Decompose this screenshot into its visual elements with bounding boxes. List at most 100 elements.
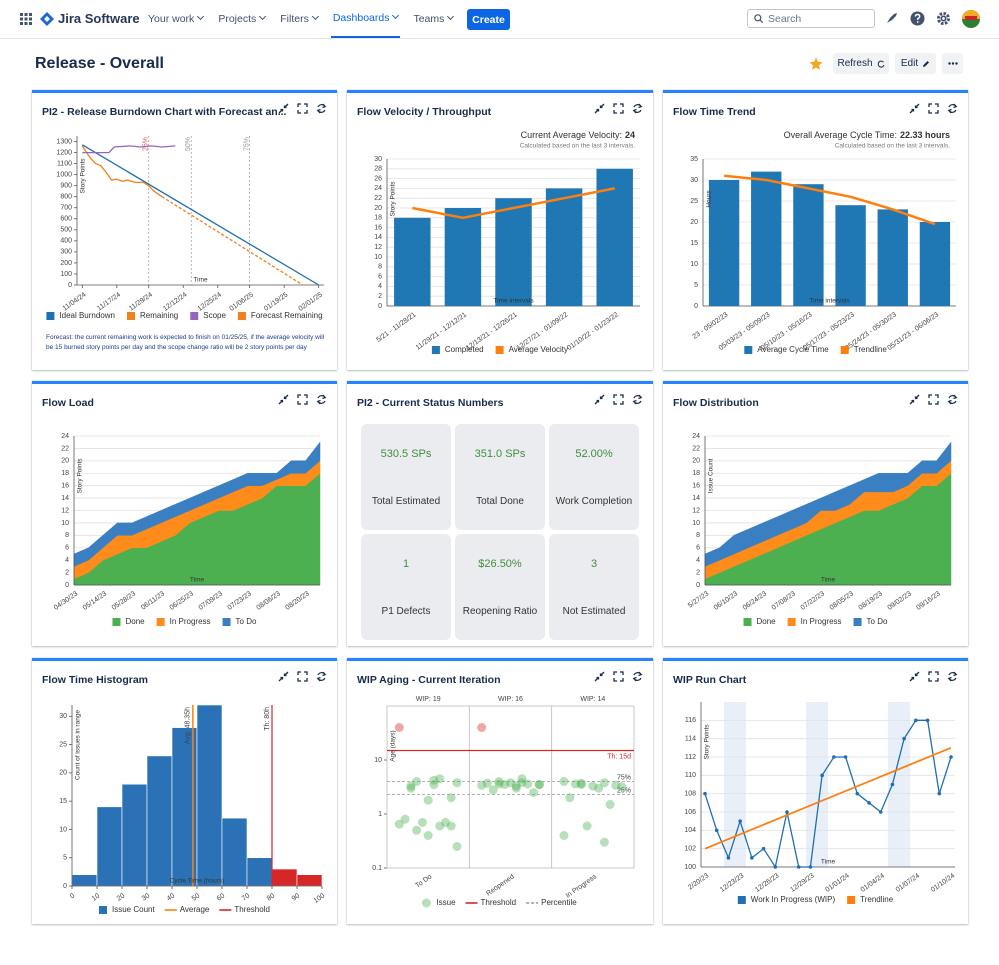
x-tick-label: 12/25/24: [197, 291, 223, 312]
app-switcher[interactable]: [20, 13, 32, 25]
y-tick-label: 10: [374, 254, 382, 261]
top-nav: Jira Software Your work Projects Filters Da…: [0, 0, 999, 39]
series-line: [161, 196, 304, 286]
nav-item[interactable]: Teams: [411, 0, 455, 38]
legend: Done In Progress To Do: [112, 617, 257, 626]
x-tick-label: 0: [69, 892, 76, 900]
minimize-icon[interactable]: [594, 103, 605, 114]
legend-label: Trendline: [860, 895, 894, 904]
x-tick-label: 01/04/24: [860, 872, 886, 893]
legend-label: Forecast Remaining: [251, 311, 323, 320]
y-tick-label: 20: [690, 219, 698, 226]
notifications[interactable]: [885, 11, 899, 25]
y-tick-label: 10: [374, 757, 382, 764]
product-logo[interactable]: Jira Software: [40, 11, 140, 26]
y-tick-label: 10: [692, 520, 700, 527]
x-axis-label: Time: [821, 577, 836, 584]
summary-value: 22.33 hours: [900, 130, 950, 140]
minimize-icon[interactable]: [278, 394, 289, 405]
issue-dot: [605, 800, 615, 809]
issue-dot: [435, 774, 445, 784]
refresh-icon[interactable]: [316, 671, 327, 682]
fullscreen-icon[interactable]: [613, 671, 624, 682]
legend: Average Cycle Time Trendline: [744, 345, 887, 354]
refresh-icon[interactable]: [632, 103, 643, 114]
minimize-icon[interactable]: [594, 394, 605, 405]
nav-item[interactable]: Filters: [278, 0, 320, 38]
fullscreen-icon[interactable]: [928, 671, 939, 682]
refresh-icon[interactable]: [316, 394, 327, 405]
y-tick-label: 300: [60, 249, 72, 256]
stat-card: 1 P1 Defects: [361, 534, 451, 640]
x-tick-label: 11/17/24: [96, 291, 122, 312]
avatar[interactable]: [962, 10, 980, 28]
create-button[interactable]: Create: [467, 9, 510, 30]
issue-dot: [477, 723, 487, 732]
series-line: [82, 145, 176, 154]
nav-item[interactable]: Dashboards: [330, 0, 401, 38]
star[interactable]: [809, 57, 823, 71]
y-tick-label: 16: [692, 483, 700, 490]
issue-dot: [534, 780, 544, 790]
marker-label: 50%: [185, 137, 192, 151]
minimize-icon[interactable]: [278, 671, 289, 682]
fullscreen-icon[interactable]: [297, 394, 308, 405]
issue-dot: [523, 779, 533, 789]
y-tick-label: 1: [378, 811, 382, 818]
minimize-icon[interactable]: [278, 103, 289, 114]
stat-card: 530.5 SPs Total Estimated: [361, 424, 451, 530]
legend-swatch: [495, 346, 504, 354]
issue-dot: [400, 814, 410, 824]
x-tick-label: 07/08/23: [771, 590, 797, 611]
legend-swatch: [156, 618, 165, 626]
refresh-icon[interactable]: [947, 671, 958, 682]
gadget-actions: [594, 671, 643, 682]
fullscreen-icon[interactable]: [297, 671, 308, 682]
issue-dot: [446, 821, 456, 831]
x-tick-label: 08/06/23: [255, 590, 281, 611]
y-tick-label: 22: [692, 445, 700, 452]
y-tick-label: 1000: [56, 171, 72, 178]
refresh-icon[interactable]: [632, 394, 643, 405]
nav-item[interactable]: Your work: [146, 0, 205, 38]
fullscreen-icon[interactable]: [613, 103, 624, 114]
edit-button[interactable]: Edit: [895, 53, 936, 74]
settings[interactable]: [936, 11, 951, 26]
fullscreen-icon[interactable]: [613, 394, 624, 405]
legend-swatch: [222, 618, 231, 626]
y-tick-label: 0: [68, 282, 72, 289]
x-axis-label: Cycle Time (hours): [170, 878, 225, 885]
more-button[interactable]: [942, 53, 963, 74]
refresh-icon[interactable]: [316, 103, 327, 114]
refresh-icon[interactable]: [947, 103, 958, 114]
x-tick-label: 05/28/23: [111, 590, 137, 611]
y-tick-label: 700: [60, 205, 72, 212]
nav-item[interactable]: Projects: [216, 0, 267, 38]
point: [738, 819, 742, 823]
refresh-icon[interactable]: [632, 671, 643, 682]
x-tick-label: 40: [166, 892, 176, 902]
y-tick-label: 18: [61, 470, 69, 477]
y-tick-label: 30: [690, 177, 698, 184]
bar: [444, 208, 482, 306]
refresh-button[interactable]: Refresh: [833, 53, 889, 74]
issue-dot: [429, 780, 439, 790]
x-tick-label: 11/29/24: [128, 291, 154, 312]
minimize-icon[interactable]: [909, 394, 920, 405]
minimize-icon[interactable]: [909, 103, 920, 114]
help[interactable]: [910, 11, 925, 26]
refresh-icon[interactable]: [947, 394, 958, 405]
y-tick-label: 800: [60, 194, 72, 201]
search-box[interactable]: Search: [747, 9, 875, 28]
issue-dot: [529, 788, 539, 797]
fullscreen-icon[interactable]: [297, 103, 308, 114]
minimize-icon[interactable]: [594, 671, 605, 682]
issue-dot: [511, 781, 521, 791]
issue-dot: [617, 782, 627, 792]
fullscreen-icon[interactable]: [928, 394, 939, 405]
issue-dot: [423, 831, 433, 840]
fullscreen-icon[interactable]: [928, 103, 939, 114]
x-tick-label: 100: [313, 892, 327, 904]
summary-value: 24: [625, 130, 635, 140]
minimize-icon[interactable]: [909, 671, 920, 682]
